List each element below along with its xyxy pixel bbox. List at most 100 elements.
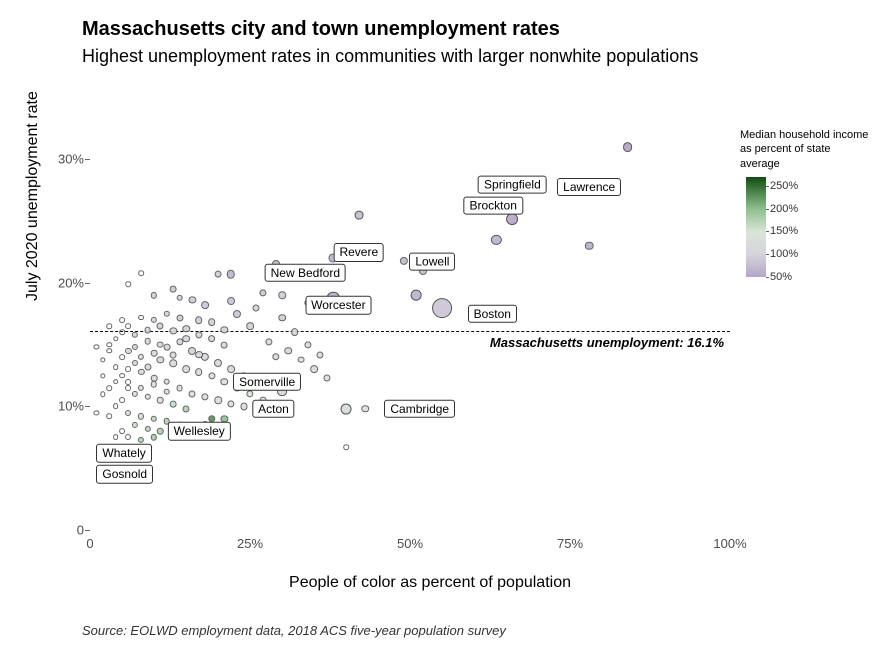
chart-title: Massachusetts city and town unemployment… [82, 18, 560, 41]
data-point-labeled [411, 290, 422, 301]
data-point [323, 375, 330, 382]
point-label: Brockton [464, 197, 523, 215]
data-point [221, 378, 229, 386]
data-point [170, 351, 177, 358]
chart-frame: Massachusetts city and town unemployment… [0, 0, 880, 652]
legend-tick-label: 50% [770, 271, 792, 283]
data-point [278, 292, 286, 300]
x-tick-label: 25% [237, 536, 263, 551]
data-point [227, 298, 235, 306]
data-point [214, 359, 222, 367]
data-point [132, 360, 138, 366]
data-point [151, 317, 157, 323]
data-point [125, 379, 131, 385]
data-point [170, 401, 177, 408]
data-point [125, 366, 131, 372]
color-legend: Median household incomeas percent of sta… [740, 128, 872, 287]
data-point [163, 344, 170, 351]
data-point [119, 330, 125, 336]
data-point [189, 297, 196, 304]
data-point [201, 301, 209, 309]
point-label: Somerville [233, 373, 301, 391]
x-axis-label: People of color as percent of population [289, 574, 571, 592]
x-tick-label: 75% [557, 536, 583, 551]
data-point [182, 335, 190, 343]
data-point [233, 310, 241, 318]
legend-title: Median household incomeas percent of sta… [740, 128, 872, 171]
data-point [138, 315, 144, 321]
data-point [100, 357, 105, 362]
data-point [113, 435, 119, 441]
data-point [138, 385, 144, 391]
data-point [132, 344, 138, 350]
data-point [208, 319, 216, 327]
data-point [195, 331, 202, 338]
data-point [176, 314, 183, 321]
legend-tick-label: 150% [770, 225, 798, 237]
x-tick-label: 0 [86, 536, 93, 551]
data-point [157, 428, 164, 435]
data-point [151, 381, 157, 387]
data-point-labeled [341, 403, 352, 414]
point-label: New Bedford [265, 264, 346, 282]
data-point [214, 397, 222, 405]
plot-area: Massachusetts unemployment: 16.1%Lawrenc… [90, 110, 730, 530]
data-point [291, 329, 299, 337]
data-point [119, 373, 125, 379]
data-point [144, 326, 151, 333]
data-point [125, 348, 131, 354]
legend-tick-label: 200% [770, 203, 798, 215]
data-point [106, 348, 111, 353]
data-point [144, 338, 151, 345]
data-point [119, 317, 125, 323]
data-point [119, 354, 125, 360]
data-point [157, 397, 164, 404]
data-point [182, 366, 190, 374]
data-point-labeled [491, 235, 501, 245]
data-point [138, 437, 144, 443]
data-point [189, 391, 196, 398]
point-label: Wellesley [168, 422, 231, 440]
data-point [125, 410, 131, 416]
data-point [113, 379, 119, 385]
data-point [151, 350, 158, 357]
data-point [157, 341, 164, 348]
data-point [106, 323, 112, 329]
point-label: Lowell [409, 252, 455, 270]
data-point [151, 416, 157, 422]
legend-gradient-bar [746, 177, 766, 277]
data-point [163, 378, 170, 385]
data-point [138, 354, 144, 360]
data-point [246, 322, 254, 330]
y-tick-label: 0 [24, 523, 84, 538]
data-point [176, 385, 183, 392]
data-point [170, 327, 177, 334]
data-point [202, 393, 209, 400]
data-point [169, 359, 177, 367]
data-point [170, 286, 177, 293]
point-label: Worcester [305, 296, 371, 314]
y-tick-label: 30% [24, 152, 84, 167]
data-point [182, 405, 189, 412]
point-label: Whately [96, 444, 151, 462]
data-point [138, 270, 144, 276]
data-point [144, 363, 151, 370]
data-point [94, 410, 99, 415]
data-point [132, 422, 138, 428]
data-point [144, 426, 150, 432]
data-point [259, 289, 266, 296]
data-point [227, 400, 234, 407]
data-point [151, 292, 157, 298]
data-point [113, 336, 119, 342]
data-point [221, 341, 228, 348]
data-point [113, 404, 119, 410]
x-tick-label: 100% [713, 536, 746, 551]
data-point-labeled [354, 211, 363, 220]
data-point [151, 434, 157, 440]
chart-subtitle: Highest unemployment rates in communitie… [82, 46, 698, 67]
point-label: Boston [468, 305, 517, 323]
point-label: Springfield [478, 176, 547, 194]
data-point [285, 347, 293, 355]
data-point [125, 385, 131, 391]
data-point [119, 428, 125, 434]
